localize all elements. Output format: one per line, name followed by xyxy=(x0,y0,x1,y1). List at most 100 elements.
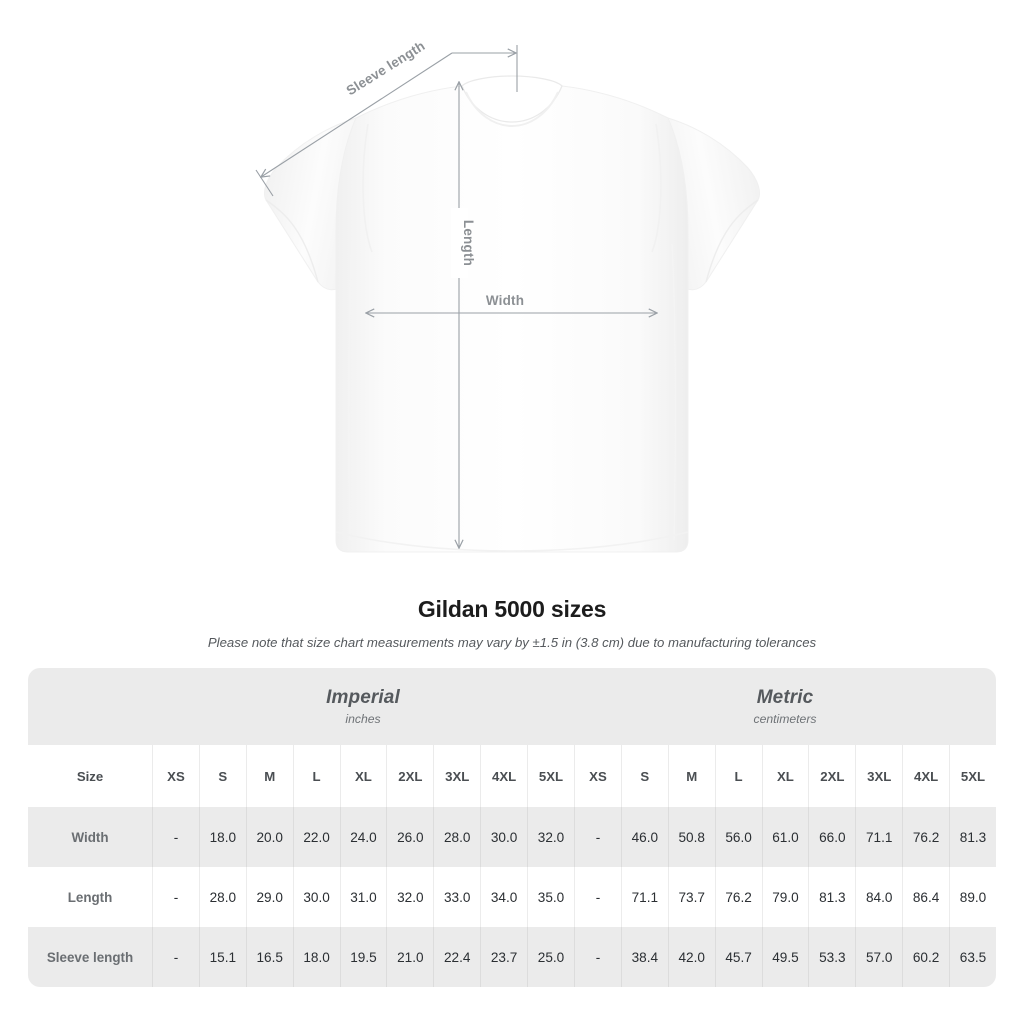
measurement-value: 26.0 xyxy=(386,807,434,867)
size-header-cell: XL xyxy=(339,745,387,807)
size-header-cell: 2XL xyxy=(386,745,434,807)
measurement-value: 60.2 xyxy=(902,927,950,987)
measurement-value: 29.0 xyxy=(245,867,293,927)
measurement-value: - xyxy=(152,927,199,987)
unit-group-metric: Metric centimeters xyxy=(574,668,996,745)
measurement-value: 20.0 xyxy=(245,807,293,867)
unit-header-spacer xyxy=(28,668,153,745)
tshirt-right-armhole xyxy=(651,123,662,253)
measurement-value: 28.0 xyxy=(433,807,481,867)
table-row: Width -18.0 20.0 22.0 24.0 26.0 28.0 30.0 32.0-4… xyxy=(28,807,996,867)
measurement-value: 71.1 xyxy=(855,807,903,867)
measurement-value: 30.0 xyxy=(480,807,528,867)
unit-group-subtitle: centimeters xyxy=(753,712,817,727)
unit-group-name: Imperial xyxy=(326,686,400,708)
measurement-value: 84.0 xyxy=(855,867,903,927)
sleeve-length-label: Sleeve length xyxy=(344,38,428,98)
tshirt-left-armhole xyxy=(362,123,373,253)
measurement-value: 79.0 xyxy=(761,867,809,927)
table-row: Length -28.0 29.0 30.0 31.0 32.0 33.0 34.0 35.0-… xyxy=(28,867,996,927)
measurement-value: 46.0 xyxy=(620,807,668,867)
size-header-cell: S xyxy=(620,745,668,807)
size-header-cell: 3XL xyxy=(855,745,903,807)
sleeve-length-arrow xyxy=(261,52,453,177)
measurement-value: 42.0 xyxy=(667,927,715,987)
size-header-cell: L xyxy=(714,745,762,807)
measurement-value: 22.0 xyxy=(292,807,340,867)
page-title: Gildan 5000 sizes xyxy=(417,596,607,622)
tshirt-graphic xyxy=(263,75,761,553)
measurement-value: 32.0 xyxy=(527,807,575,867)
measurement-value: 19.5 xyxy=(339,927,387,987)
title-block: Gildan 5000 sizes Please note that size … xyxy=(0,596,1024,650)
size-header-cell: 5XL xyxy=(949,745,996,807)
measurement-value: 18.0 xyxy=(292,927,340,987)
measurement-value: 31.0 xyxy=(339,867,387,927)
measurement-value: 63.5 xyxy=(949,927,996,987)
unit-group-imperial: Imperial inches xyxy=(152,668,575,745)
size-header-cell: M xyxy=(245,745,293,807)
length-label: Length xyxy=(461,220,476,266)
measurement-value: - xyxy=(574,807,621,867)
measurement-value: 86.4 xyxy=(902,867,950,927)
measurement-value: 22.4 xyxy=(433,927,481,987)
size-header-cell: XL xyxy=(761,745,809,807)
measurement-value: 28.0 xyxy=(198,867,246,927)
measurement-value: 45.7 xyxy=(714,927,762,987)
measurement-value: 50.8 xyxy=(667,807,715,867)
tolerance-note: Please note that size chart measurements… xyxy=(207,634,817,650)
measurement-value: 76.2 xyxy=(714,867,762,927)
measurement-value: 23.7 xyxy=(480,927,528,987)
measurement-value: 34.0 xyxy=(480,867,528,927)
measurement-value: 49.5 xyxy=(761,927,809,987)
length-dimension: Length xyxy=(451,82,476,548)
size-header-cell: M xyxy=(667,745,715,807)
measurement-label: Sleeve length xyxy=(28,927,153,987)
tshirt-collar xyxy=(461,75,563,123)
measurement-value: 15.1 xyxy=(198,927,246,987)
width-label: Width xyxy=(486,293,524,308)
size-chart-table: Imperial inches Metric centimeters Size XS S… xyxy=(28,668,996,987)
measurement-value: 25.0 xyxy=(527,927,575,987)
measurement-value: 73.7 xyxy=(667,867,715,927)
measurement-value: - xyxy=(574,927,621,987)
measurement-value: 33.0 xyxy=(433,867,481,927)
measurement-value: - xyxy=(152,867,199,927)
measurement-value: 57.0 xyxy=(855,927,903,987)
unit-group-name: Metric xyxy=(756,686,814,708)
size-header-cell: L xyxy=(292,745,340,807)
measurement-value: 35.0 xyxy=(527,867,575,927)
size-header-cell: S xyxy=(198,745,246,807)
measurement-value: 71.1 xyxy=(620,867,668,927)
measurement-value: 56.0 xyxy=(714,807,762,867)
measurement-value: 53.3 xyxy=(808,927,856,987)
size-header-cell: XS xyxy=(574,745,621,807)
measurement-label: Width xyxy=(28,807,153,867)
size-header-label: Size xyxy=(28,745,153,807)
tshirt-body xyxy=(335,85,689,553)
measurement-value: 16.5 xyxy=(245,927,293,987)
size-header-cell: XS xyxy=(152,745,199,807)
size-header-cell: 4XL xyxy=(902,745,950,807)
size-header-cell: 3XL xyxy=(433,745,481,807)
measurement-value: 24.0 xyxy=(339,807,387,867)
table-row: Sleeve length -15.1 16.5 18.0 19.5 21.0 22.4 23… xyxy=(28,927,996,987)
measurement-value: 66.0 xyxy=(808,807,856,867)
size-header-cell: 2XL xyxy=(808,745,856,807)
size-chart-table-wrapper: Imperial inches Metric centimeters Size XS S… xyxy=(28,668,996,987)
tshirt-hem xyxy=(335,531,689,552)
size-header-row: Size XS S M L XL 2XL 3XL 4XL 5XL XS S M L XL 2XL 3XL 4XL… xyxy=(28,745,996,807)
measurement-value: 61.0 xyxy=(761,807,809,867)
measurement-value: 18.0 xyxy=(198,807,246,867)
size-header-cell: 5XL xyxy=(527,745,575,807)
unit-group-subtitle: inches xyxy=(345,712,381,727)
measurement-value: 81.3 xyxy=(949,807,996,867)
measurement-value: 32.0 xyxy=(386,867,434,927)
measurement-value: - xyxy=(152,807,199,867)
tshirt-diagram: Sleeve length Length Width xyxy=(255,38,761,553)
measurement-value: 38.4 xyxy=(620,927,668,987)
measurement-value: 76.2 xyxy=(902,807,950,867)
measurement-value: 81.3 xyxy=(808,867,856,927)
size-header-cell: 4XL xyxy=(480,745,528,807)
